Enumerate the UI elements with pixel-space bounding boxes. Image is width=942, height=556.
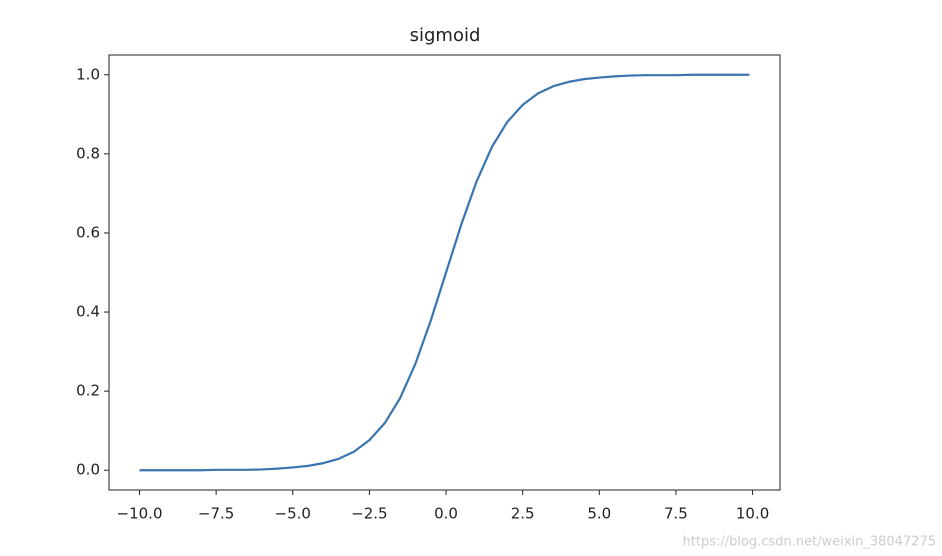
y-tick-label: 0.6 [76, 223, 100, 241]
y-tick-label: 0.8 [76, 144, 100, 162]
x-tick-label: −10.0 [117, 505, 163, 523]
x-tick-label: 7.5 [664, 505, 688, 523]
plot-frame [108, 54, 781, 491]
chart-title: sigmoid [410, 25, 481, 46]
line [139, 73, 750, 472]
y-tick-label: 0.4 [76, 303, 100, 321]
x-tick-label: −2.5 [351, 505, 387, 523]
x-tick-label: 0.0 [434, 505, 458, 523]
y-tick-label: 0.2 [76, 382, 100, 400]
watermark: https://blog.csdn.net/weixin_38047275 [682, 535, 936, 550]
x-tick-label: 2.5 [511, 505, 535, 523]
y-tick-label: 1.0 [76, 65, 100, 83]
x-tick-label: −7.5 [198, 505, 234, 523]
x-tick-label: −5.0 [275, 505, 311, 523]
x-tick-label: 5.0 [587, 505, 611, 523]
y-tick-label: 0.0 [76, 461, 100, 479]
x-tick-label: 10.0 [736, 505, 769, 523]
